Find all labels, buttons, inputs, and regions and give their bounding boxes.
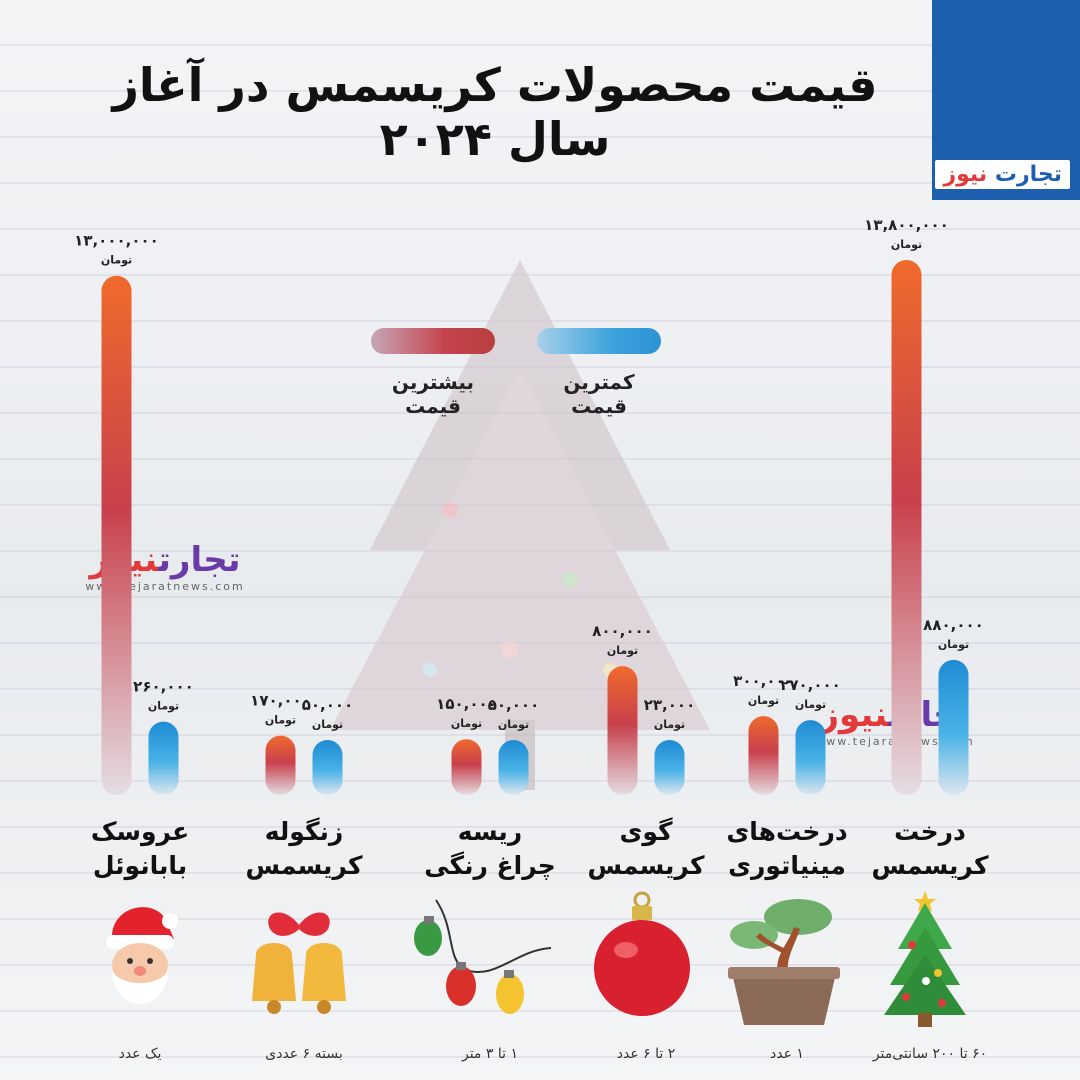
category-name-line: کریسمس xyxy=(587,851,705,880)
christmas-tree-icon xyxy=(884,891,966,1027)
category-name-line: چراغ رنگی xyxy=(424,851,556,880)
unit-label-min: تومان xyxy=(795,698,826,711)
unit-label-max: تومان xyxy=(265,714,296,727)
category-name: گوی کریسمس xyxy=(566,815,726,883)
category-name: ریسه چراغ رنگی xyxy=(410,815,570,883)
brand-name-part1: تجارت xyxy=(994,162,1062,187)
bar-max-price xyxy=(607,666,638,795)
category-note: یک عدد xyxy=(118,1046,162,1062)
legend-label-min: کمترین قیمت xyxy=(563,370,635,418)
ornament-ball-icon xyxy=(594,891,690,1016)
category-name-line: کریسمس xyxy=(245,851,363,880)
bar-max-price xyxy=(748,716,779,795)
legend-label-max: بیشترین قیمت xyxy=(391,370,475,418)
category-name-line: زنگوله xyxy=(264,817,344,846)
value-label-min: ۲۶۰,۰۰۰ xyxy=(133,678,194,696)
category-name-line: گوی xyxy=(619,817,673,846)
bar-min-price xyxy=(498,740,529,795)
unit-label-min: تومان xyxy=(938,638,969,651)
string-lights-icon xyxy=(414,899,552,1014)
category-name-line: عروسک xyxy=(90,817,190,846)
category-name-line: بابانوئل xyxy=(92,851,188,880)
bar-min-price xyxy=(795,720,826,795)
bar-min-price xyxy=(312,740,343,795)
bar-min-price xyxy=(938,659,969,795)
value-label-max: ۱۷۰,۰۰۰ xyxy=(250,692,311,710)
value-label-max: ۸۰۰,۰۰۰ xyxy=(592,622,653,640)
category-name: درخت‌های مینیاتوری xyxy=(707,815,867,883)
category-name-line: ریسه xyxy=(457,817,523,846)
category-name-line: مینیاتوری xyxy=(728,851,846,880)
brand-logo: تجارت نیوز xyxy=(935,160,1070,189)
bar-max-price xyxy=(891,260,922,795)
unit-label-max: تومان xyxy=(451,717,482,730)
bar-max-price xyxy=(265,735,296,795)
value-label-min: ۲۷۰,۰۰۰ xyxy=(780,676,841,694)
category-note: بسته ۶ عددی xyxy=(265,1046,343,1062)
value-label-max: ۱۳,۰۰۰,۰۰۰ xyxy=(74,232,159,250)
unit-label-max: تومان xyxy=(891,238,922,251)
value-label-max: ۳۰۰,۰۰۰ xyxy=(733,672,794,690)
unit-label-min: تومان xyxy=(654,718,685,731)
unit-label-min: تومان xyxy=(312,718,343,731)
bonsai-icon xyxy=(728,899,840,1025)
value-label-min: ۲۳,۰۰۰ xyxy=(644,696,695,714)
santa-icon xyxy=(106,907,178,1004)
page-title: قیمت محصولات کریسمس در آغاز سال ۲۰۲۴ xyxy=(112,58,878,166)
bar-max-price xyxy=(101,275,132,795)
category-note: ۱ تا ۳ متر xyxy=(461,1046,519,1062)
legend-swatch-min xyxy=(537,328,661,354)
value-label-max: ۱۳,۸۰۰,۰۰۰ xyxy=(864,216,949,234)
bar-min-price xyxy=(654,740,685,795)
unit-label-min: تومان xyxy=(148,700,179,713)
category-note: ۱ عدد xyxy=(770,1046,804,1062)
category-name-line: درخت‌های xyxy=(726,817,848,846)
unit-label-max: تومان xyxy=(101,254,132,267)
bar-max-price xyxy=(451,739,482,795)
legend-swatch-max xyxy=(371,328,495,354)
bar-min-price xyxy=(148,721,179,795)
value-label-max: ۱۵۰,۰۰۰ xyxy=(436,695,497,713)
brand-name-part2: نیوز xyxy=(943,162,988,187)
category-name: درخت کریسمس xyxy=(850,815,1010,883)
unit-label-max: تومان xyxy=(748,694,779,707)
bells-icon xyxy=(252,912,346,1014)
unit-label-min: تومان xyxy=(498,718,529,731)
category-note: ۶۰ تا ۲۰۰ سانتی‌متر xyxy=(872,1046,988,1062)
value-label-min: ۵۰,۰۰۰ xyxy=(302,696,353,714)
value-label-min: ۸۸۰,۰۰۰ xyxy=(923,616,984,634)
category-name-line: درخت xyxy=(894,817,966,846)
category-name-line: کریسمس xyxy=(871,851,989,880)
category-name: زنگوله کریسمس xyxy=(224,815,384,883)
unit-label-max: تومان xyxy=(607,644,638,657)
category-note: ۲ تا ۶ عدد xyxy=(616,1046,676,1062)
value-label-min: ۵۰,۰۰۰ xyxy=(488,696,539,714)
category-name: عروسک بابانوئل xyxy=(60,815,220,883)
